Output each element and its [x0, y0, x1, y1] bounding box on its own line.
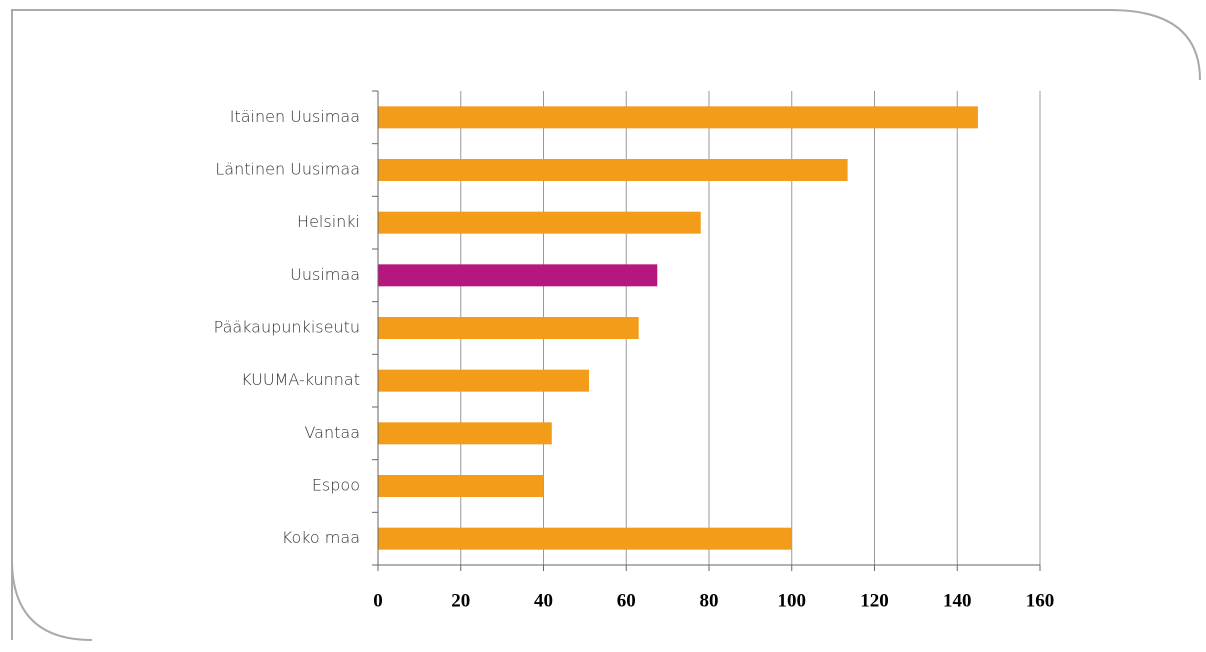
y-tick-label: Itäinen Uusimaa: [230, 107, 360, 126]
x-tick-label: 80: [700, 590, 719, 611]
x-tick-label: 40: [534, 590, 553, 611]
y-tick-label: KUUMA-kunnat: [241, 370, 360, 389]
bar: [378, 264, 658, 287]
bar: [378, 527, 792, 550]
x-tick-label: 160: [1026, 590, 1055, 611]
y-tick-label: Vantaa: [304, 423, 360, 442]
x-tick-label: 60: [617, 590, 636, 611]
y-tick-label: Läntinen Uusimaa: [215, 160, 360, 179]
x-tick-label: 120: [860, 590, 889, 611]
bar: [378, 211, 701, 234]
frame-corner: [11, 559, 93, 641]
frame: [11, 9, 1201, 640]
bar: [378, 317, 639, 339]
y-tick-label: Pääkaupunkiseutu: [214, 318, 360, 337]
x-tick-label: 20: [451, 590, 470, 611]
bar: [378, 159, 848, 181]
bar: [378, 475, 544, 497]
y-tick-label: Koko maa: [282, 528, 360, 547]
y-tick-label: Espoo: [312, 476, 360, 495]
x-tick-label: 100: [778, 590, 807, 611]
y-tick-label: Uusimaa: [290, 265, 360, 284]
bar: [378, 369, 590, 392]
bar: [378, 422, 552, 445]
x-tick-label: 140: [943, 590, 972, 611]
y-tick-label: Helsinki: [297, 212, 360, 231]
x-tick-label: 0: [373, 590, 383, 611]
bar: [378, 106, 978, 129]
